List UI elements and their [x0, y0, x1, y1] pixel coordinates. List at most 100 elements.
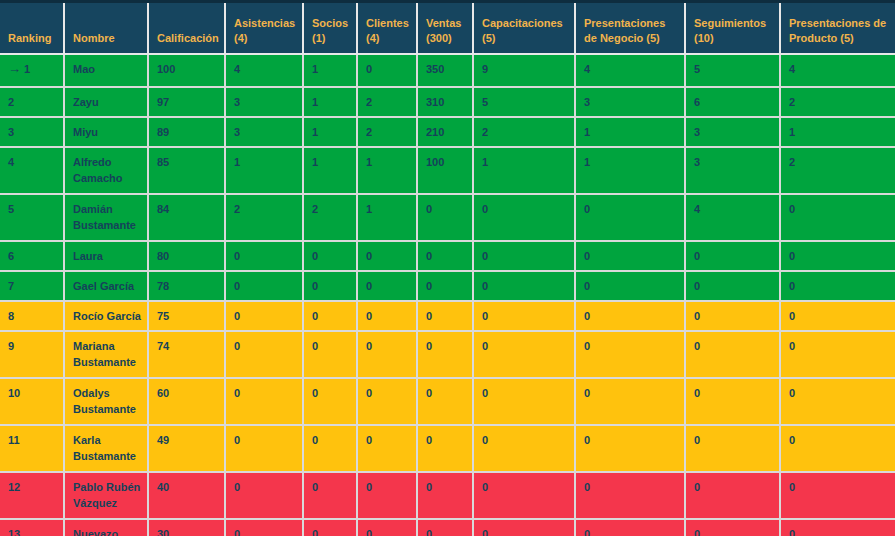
calificacion-cell: 89	[148, 117, 225, 147]
table-row: 8Rocío García7500000000	[0, 301, 895, 331]
table-row: 7Gael García7800000000	[0, 271, 895, 301]
seguimientos-cell: 4	[685, 194, 780, 241]
capacitaciones-cell: 9	[473, 54, 575, 87]
nombre-cell: Pablo Rubén Vázquez	[64, 472, 148, 519]
ranking-cell: 8	[0, 301, 64, 331]
nombre-cell: Mariana Bustamante	[64, 331, 148, 378]
calificacion-cell: 84	[148, 194, 225, 241]
asistencias-cell: 2	[225, 194, 303, 241]
presentaciones-negocio-cell: 0	[575, 425, 685, 472]
ranking-cell: 6	[0, 241, 64, 271]
presentaciones-negocio-cell: 3	[575, 87, 685, 117]
presentaciones-negocio-cell: 1	[575, 147, 685, 194]
clientes-cell: 0	[357, 472, 417, 519]
nombre-cell: Zayu	[64, 87, 148, 117]
seguimientos-cell: 0	[685, 331, 780, 378]
column-header-ranking: Ranking	[0, 2, 64, 54]
capacitaciones-cell: 0	[473, 241, 575, 271]
column-header-socios: Socios (1)	[303, 2, 357, 54]
ranking-cell: →1	[0, 54, 64, 87]
capacitaciones-cell: 0	[473, 331, 575, 378]
capacitaciones-cell: 5	[473, 87, 575, 117]
socios-cell: 2	[303, 194, 357, 241]
ranking-report-page: RankingNombreCalificaciónAsistencias (4)…	[0, 0, 895, 536]
column-header-presentaciones-negocio: Presentaciones de Negocio (5)	[575, 2, 685, 54]
capacitaciones-cell: 0	[473, 425, 575, 472]
ranking-cell: 4	[0, 147, 64, 194]
socios-cell: 0	[303, 425, 357, 472]
presentaciones-negocio-cell: 0	[575, 472, 685, 519]
seguimientos-cell: 0	[685, 301, 780, 331]
table-row: 5Damián Bustamante8422100040	[0, 194, 895, 241]
socios-cell: 0	[303, 472, 357, 519]
clientes-cell: 1	[357, 194, 417, 241]
clientes-cell: 2	[357, 87, 417, 117]
ranking-cell: 11	[0, 425, 64, 472]
capacitaciones-cell: 0	[473, 378, 575, 425]
header-row: RankingNombreCalificaciónAsistencias (4)…	[0, 2, 895, 54]
socios-cell: 0	[303, 519, 357, 536]
ranking-cell: 13	[0, 519, 64, 536]
asistencias-cell: 4	[225, 54, 303, 87]
capacitaciones-cell: 0	[473, 271, 575, 301]
calificacion-cell: 30	[148, 519, 225, 536]
asistencias-cell: 0	[225, 331, 303, 378]
asistencias-cell: 0	[225, 241, 303, 271]
clientes-cell: 0	[357, 54, 417, 87]
ventas-cell: 350	[417, 54, 473, 87]
presentaciones-producto-cell: 0	[780, 519, 895, 536]
presentaciones-negocio-cell: 0	[575, 331, 685, 378]
ventas-cell: 0	[417, 331, 473, 378]
ranking-cell: 3	[0, 117, 64, 147]
ranking-cell: 9	[0, 331, 64, 378]
current-rank-arrow-icon: →	[8, 61, 21, 76]
ventas-cell: 310	[417, 87, 473, 117]
seguimientos-cell: 0	[685, 519, 780, 536]
presentaciones-negocio-cell: 0	[575, 271, 685, 301]
presentaciones-producto-cell: 2	[780, 87, 895, 117]
socios-cell: 0	[303, 331, 357, 378]
seguimientos-cell: 6	[685, 87, 780, 117]
capacitaciones-cell: 0	[473, 519, 575, 536]
presentaciones-producto-cell: 2	[780, 147, 895, 194]
asistencias-cell: 1	[225, 147, 303, 194]
presentaciones-producto-cell: 0	[780, 194, 895, 241]
calificacion-cell: 97	[148, 87, 225, 117]
asistencias-cell: 3	[225, 117, 303, 147]
presentaciones-producto-cell: 0	[780, 301, 895, 331]
table-row: 13Nuevazo3000000000	[0, 519, 895, 536]
ventas-cell: 0	[417, 472, 473, 519]
seguimientos-cell: 3	[685, 117, 780, 147]
ventas-cell: 0	[417, 241, 473, 271]
calificacion-cell: 40	[148, 472, 225, 519]
table-row: 3Miyu893122102131	[0, 117, 895, 147]
presentaciones-producto-cell: 4	[780, 54, 895, 87]
calificacion-cell: 78	[148, 271, 225, 301]
ventas-cell: 0	[417, 194, 473, 241]
calificacion-cell: 85	[148, 147, 225, 194]
ventas-cell: 0	[417, 271, 473, 301]
calificacion-cell: 49	[148, 425, 225, 472]
presentaciones-producto-cell: 1	[780, 117, 895, 147]
socios-cell: 1	[303, 87, 357, 117]
column-header-capacitaciones: Capacitaciones (5)	[473, 2, 575, 54]
calificacion-cell: 60	[148, 378, 225, 425]
seguimientos-cell: 0	[685, 271, 780, 301]
asistencias-cell: 3	[225, 87, 303, 117]
socios-cell: 1	[303, 117, 357, 147]
nombre-cell: Miyu	[64, 117, 148, 147]
ventas-cell: 0	[417, 519, 473, 536]
presentaciones-producto-cell: 0	[780, 241, 895, 271]
nombre-cell: Damián Bustamante	[64, 194, 148, 241]
socios-cell: 1	[303, 54, 357, 87]
nombre-cell: Karla Bustamante	[64, 425, 148, 472]
ranking-cell: 10	[0, 378, 64, 425]
table-row: 9Mariana Bustamante7400000000	[0, 331, 895, 378]
ventas-cell: 210	[417, 117, 473, 147]
seguimientos-cell: 3	[685, 147, 780, 194]
socios-cell: 0	[303, 378, 357, 425]
presentaciones-negocio-cell: 4	[575, 54, 685, 87]
nombre-cell: Rocío García	[64, 301, 148, 331]
seguimientos-cell: 0	[685, 472, 780, 519]
clientes-cell: 0	[357, 519, 417, 536]
